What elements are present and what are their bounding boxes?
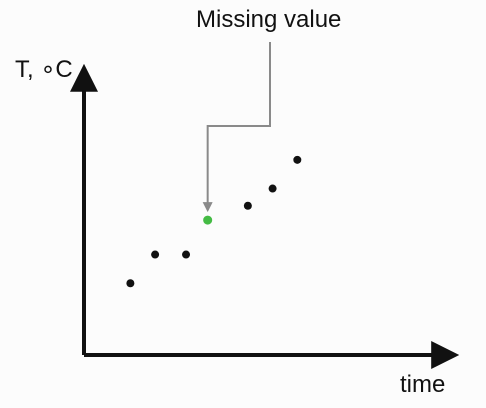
missing-value-leader-line (202, 42, 271, 213)
missing-value-annotation: Missing value (196, 6, 341, 33)
data-point (182, 250, 191, 259)
data-point (268, 184, 277, 193)
points-layer (126, 155, 302, 288)
x-axis-label: time (400, 371, 445, 398)
data-point (293, 155, 302, 164)
missing-data-point (203, 215, 213, 225)
y-axis-label: T, ∘C (15, 56, 73, 83)
data-point (151, 250, 160, 259)
data-point (126, 279, 135, 288)
data-point (243, 201, 252, 210)
